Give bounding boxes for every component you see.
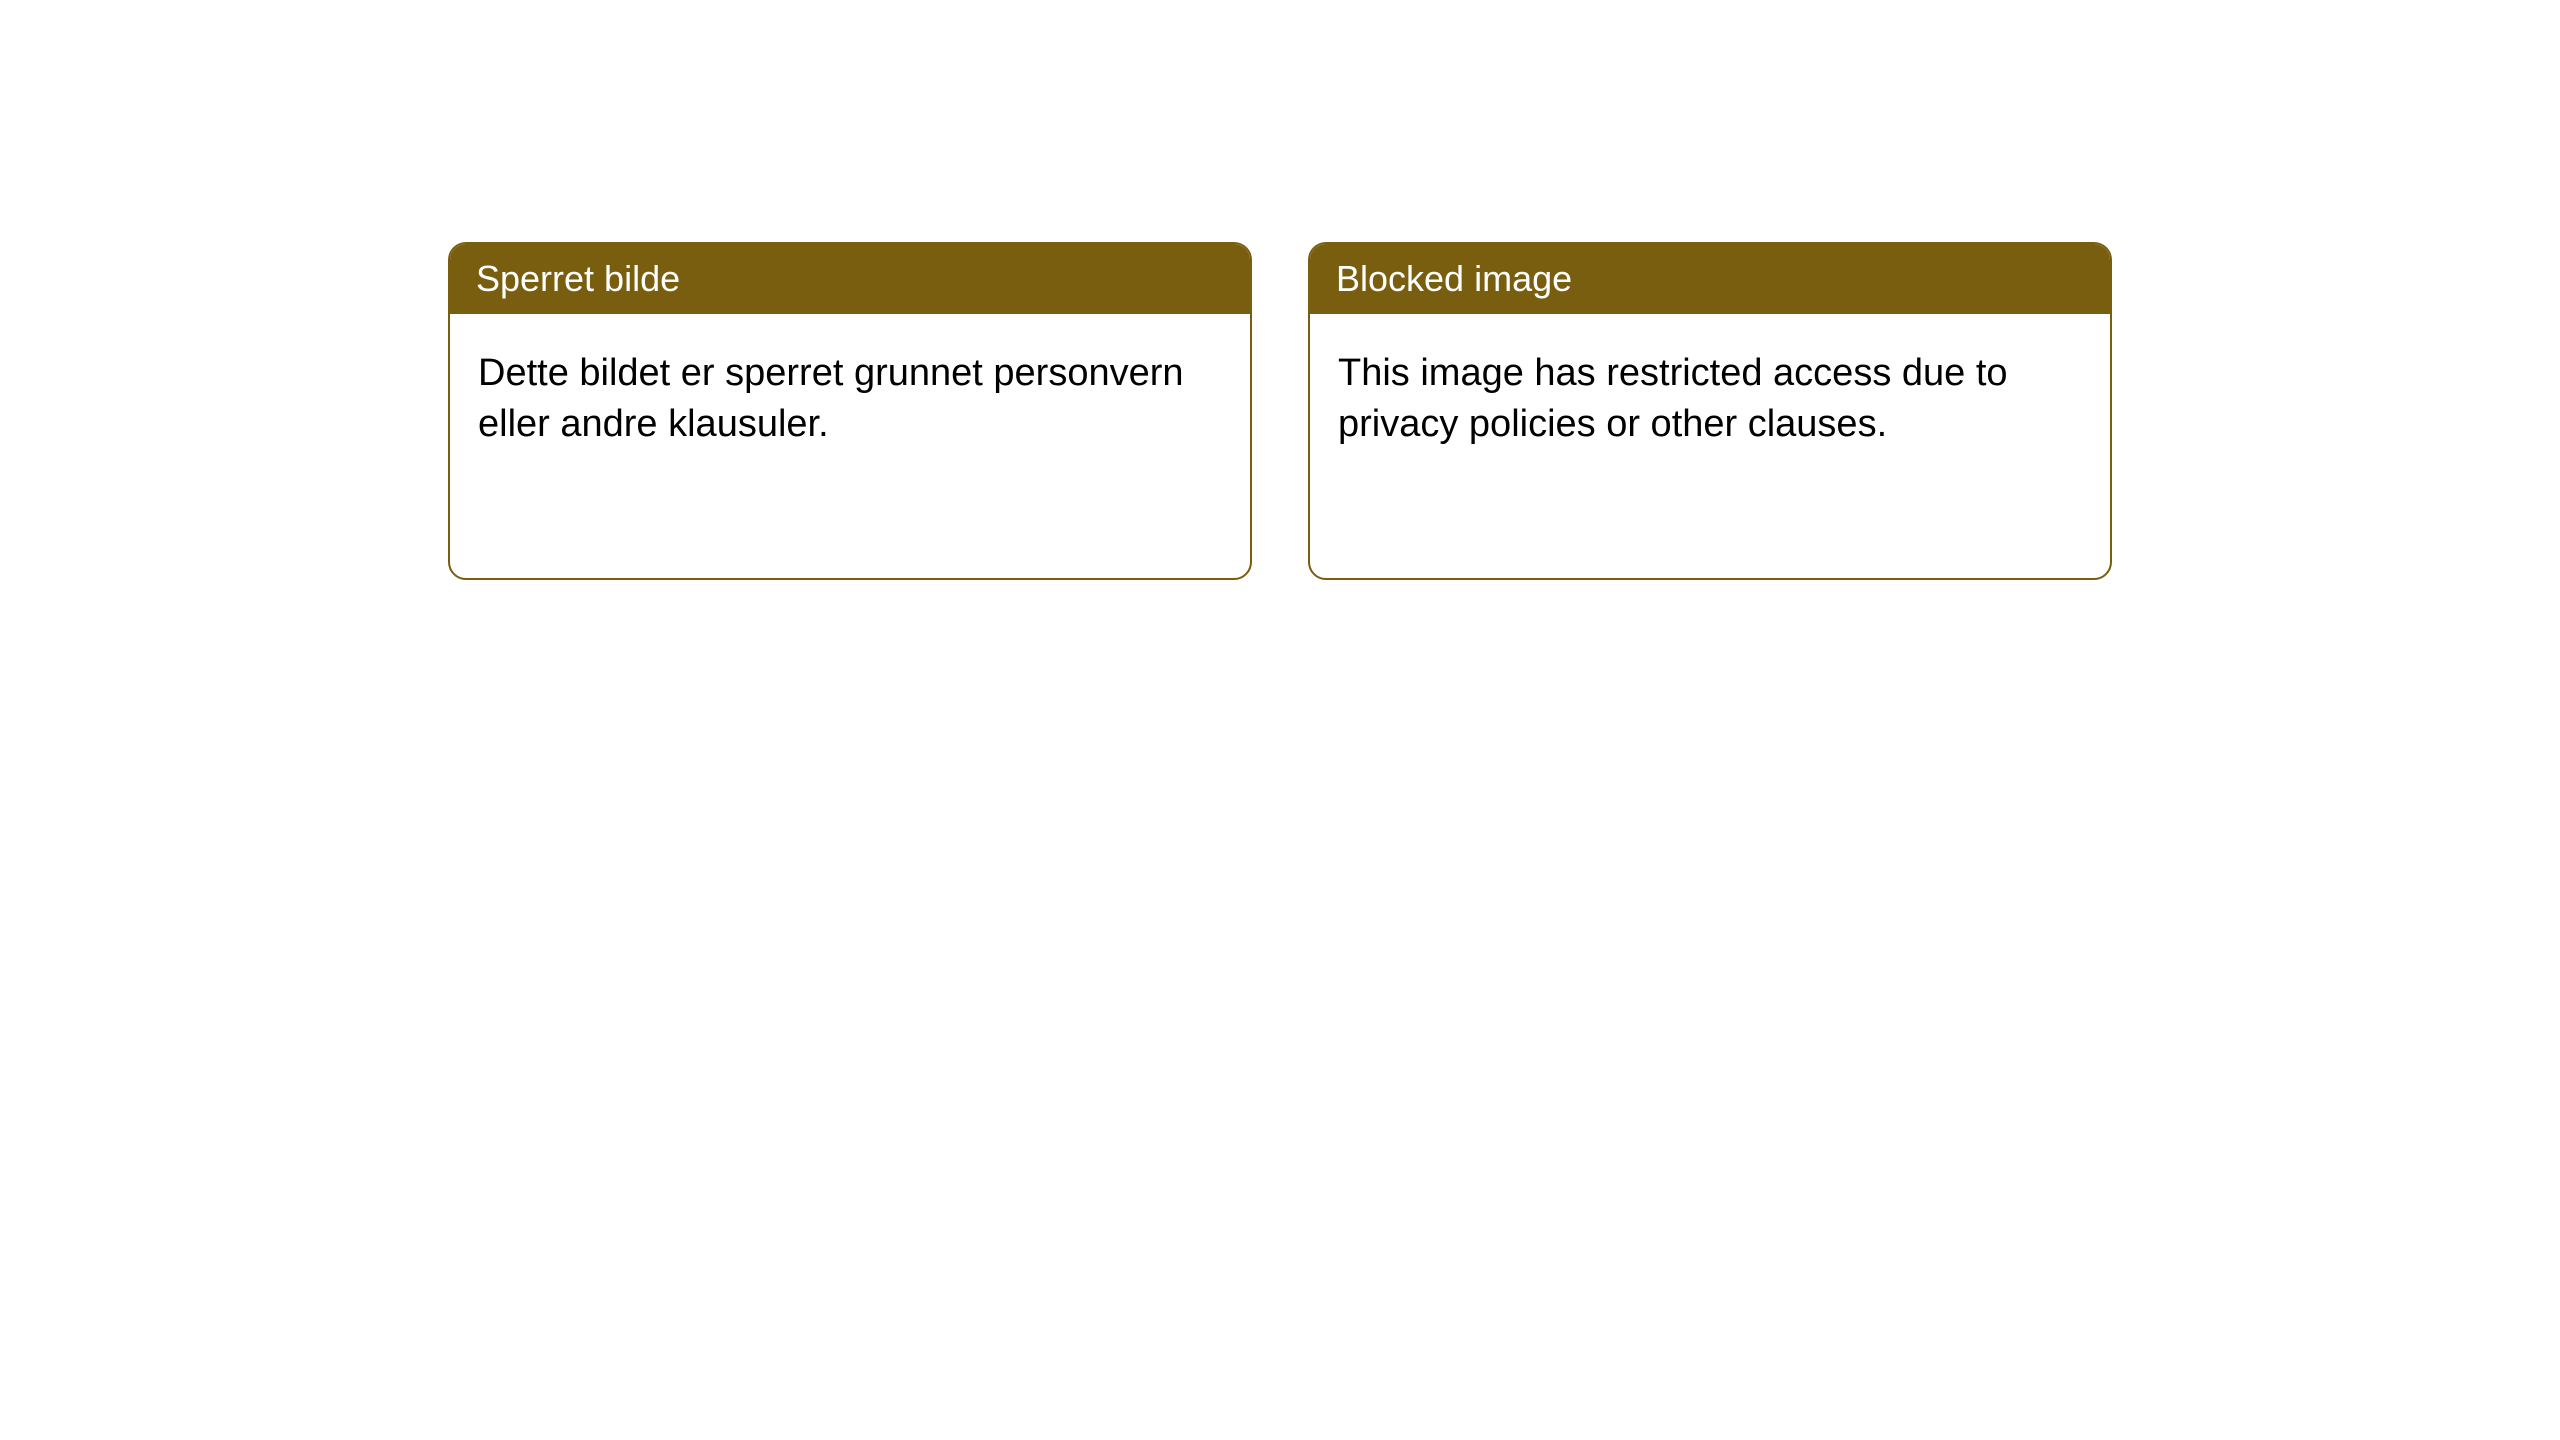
notice-body-no: Dette bildet er sperret grunnet personve… [450, 314, 1250, 485]
notice-body-en: This image has restricted access due to … [1310, 314, 2110, 485]
notice-card-no: Sperret bilde Dette bildet er sperret gr… [448, 242, 1252, 580]
notice-card-en: Blocked image This image has restricted … [1308, 242, 2112, 580]
notice-title-no: Sperret bilde [450, 244, 1250, 314]
notice-container: Sperret bilde Dette bildet er sperret gr… [448, 242, 2112, 580]
notice-title-en: Blocked image [1310, 244, 2110, 314]
